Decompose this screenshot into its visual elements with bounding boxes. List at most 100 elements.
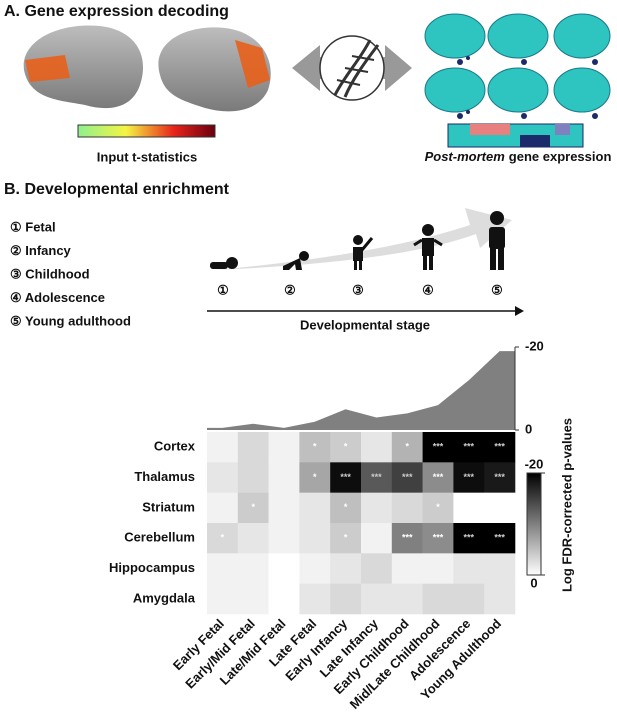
density-tick-label: -20 [525, 338, 544, 353]
significance-label: * [405, 442, 409, 452]
significance-label: *** [494, 442, 505, 452]
heatmap-cell [268, 492, 300, 524]
heatmap-cell [453, 492, 485, 524]
significance-label: * [344, 502, 348, 512]
significance-label: *** [464, 442, 475, 452]
significance-label: *** [464, 533, 475, 543]
stage-marker: ① [217, 282, 229, 297]
heatmap-cell [361, 432, 393, 463]
row-label: Hippocampus [109, 560, 195, 575]
stage-label: ② Infancy [10, 243, 72, 258]
panel-title: A. Gene expression decoding [4, 3, 229, 20]
row-label: Thalamus [134, 469, 195, 484]
heatmap-cell [391, 462, 423, 493]
heatmap-cell [268, 523, 300, 554]
stage-icons [210, 211, 505, 270]
heatmap-cell [330, 462, 362, 493]
growth-arrow [215, 208, 512, 270]
heatmap-cell [237, 553, 269, 584]
significance-label: * [344, 442, 348, 452]
output-label-italic: Post-mortem [425, 149, 506, 164]
significance-label: *** [433, 533, 444, 543]
heatmap-cell [207, 553, 239, 584]
heatmap-cell [484, 523, 516, 554]
heatmap-cell [361, 553, 393, 584]
stage-marker: ② [284, 282, 296, 297]
heatmap-cell [422, 583, 454, 615]
heatmap-cell [207, 523, 239, 554]
heatmap-cell [237, 462, 269, 493]
heatmap-cell [484, 462, 516, 493]
heatmap-cell [299, 583, 331, 615]
brain-right [158, 27, 271, 112]
row-label: Cerebellum [124, 530, 195, 545]
heatmap-cell [268, 553, 300, 584]
stage-label: ⑤ Young adulthood [10, 313, 131, 328]
significance-label: *** [371, 472, 382, 482]
heatmap-cell [422, 492, 454, 524]
heatmap-cell [268, 583, 300, 615]
density-area [207, 351, 515, 430]
colorbar [77, 124, 216, 138]
heatmap-cell [268, 462, 300, 493]
significance-label: *** [433, 442, 444, 452]
heatmap-cell [207, 583, 239, 615]
colorbar-tick-label: 0 [530, 575, 537, 590]
row-label: Cortex [154, 439, 196, 454]
significance-label: * [344, 533, 348, 543]
heatmap-cell [361, 523, 393, 554]
heatmap-cell [391, 583, 423, 615]
heatmap-cell [237, 492, 269, 524]
heatmap-cell [422, 462, 454, 493]
brain-left [23, 25, 144, 109]
heatmap-cell [484, 492, 516, 524]
significance-label: *** [494, 472, 505, 482]
heatmap-cell [453, 432, 485, 463]
input-label: Input t-statistics [97, 149, 197, 164]
heatmap-cell [299, 553, 331, 584]
significance-label: *** [340, 472, 351, 482]
significance-label: *** [402, 533, 413, 543]
heatmap-cell [361, 583, 393, 615]
colorbar-label: Log FDR-corrected p-values [559, 418, 574, 592]
heatmap-cell [268, 432, 300, 463]
panel-title: B. Developmental enrichment [4, 181, 230, 198]
heatmap-cell [484, 553, 516, 584]
heatmap-cell [237, 583, 269, 615]
heatmap-cell [299, 432, 331, 463]
heatmap-cell [330, 432, 362, 463]
expression-brains [424, 13, 611, 119]
heatmap-cell [484, 432, 516, 463]
heatmap-cell [422, 432, 454, 463]
stage-marker: ⑤ [491, 282, 503, 297]
heatmap-cell [391, 432, 423, 463]
heatmap-cell [391, 492, 423, 524]
heatmap-cell [330, 583, 362, 615]
heatmap-cell [330, 523, 362, 554]
stage-label: ④ Adolescence [10, 290, 105, 305]
heatmap-cell [330, 553, 362, 584]
heatmap-cell [207, 492, 239, 524]
significance-label: * [313, 472, 317, 482]
significance-label: *** [402, 472, 413, 482]
stage-label: ③ Childhood [10, 266, 90, 281]
axis-label: Developmental stage [300, 317, 430, 332]
colorbar-tick-label: -20 [525, 456, 544, 471]
heatmap-cell [453, 462, 485, 493]
heatmap-cell [391, 523, 423, 554]
significance-label: * [251, 502, 255, 512]
heatmap-cell [484, 583, 516, 615]
significance-label: *** [494, 533, 505, 543]
heatmap-cell [361, 462, 393, 493]
heatmap-cell [237, 523, 269, 554]
significance-label: *** [464, 472, 475, 482]
output-label-rest: gene expression [509, 149, 612, 164]
significance-label: *** [433, 472, 444, 482]
axis-arrowhead [515, 306, 524, 316]
stage-marker: ④ [422, 282, 434, 297]
stage-marker: ③ [352, 282, 364, 297]
dna-arrow [292, 35, 412, 101]
heatmap-cell [299, 523, 331, 554]
heatmap-cell [422, 553, 454, 584]
